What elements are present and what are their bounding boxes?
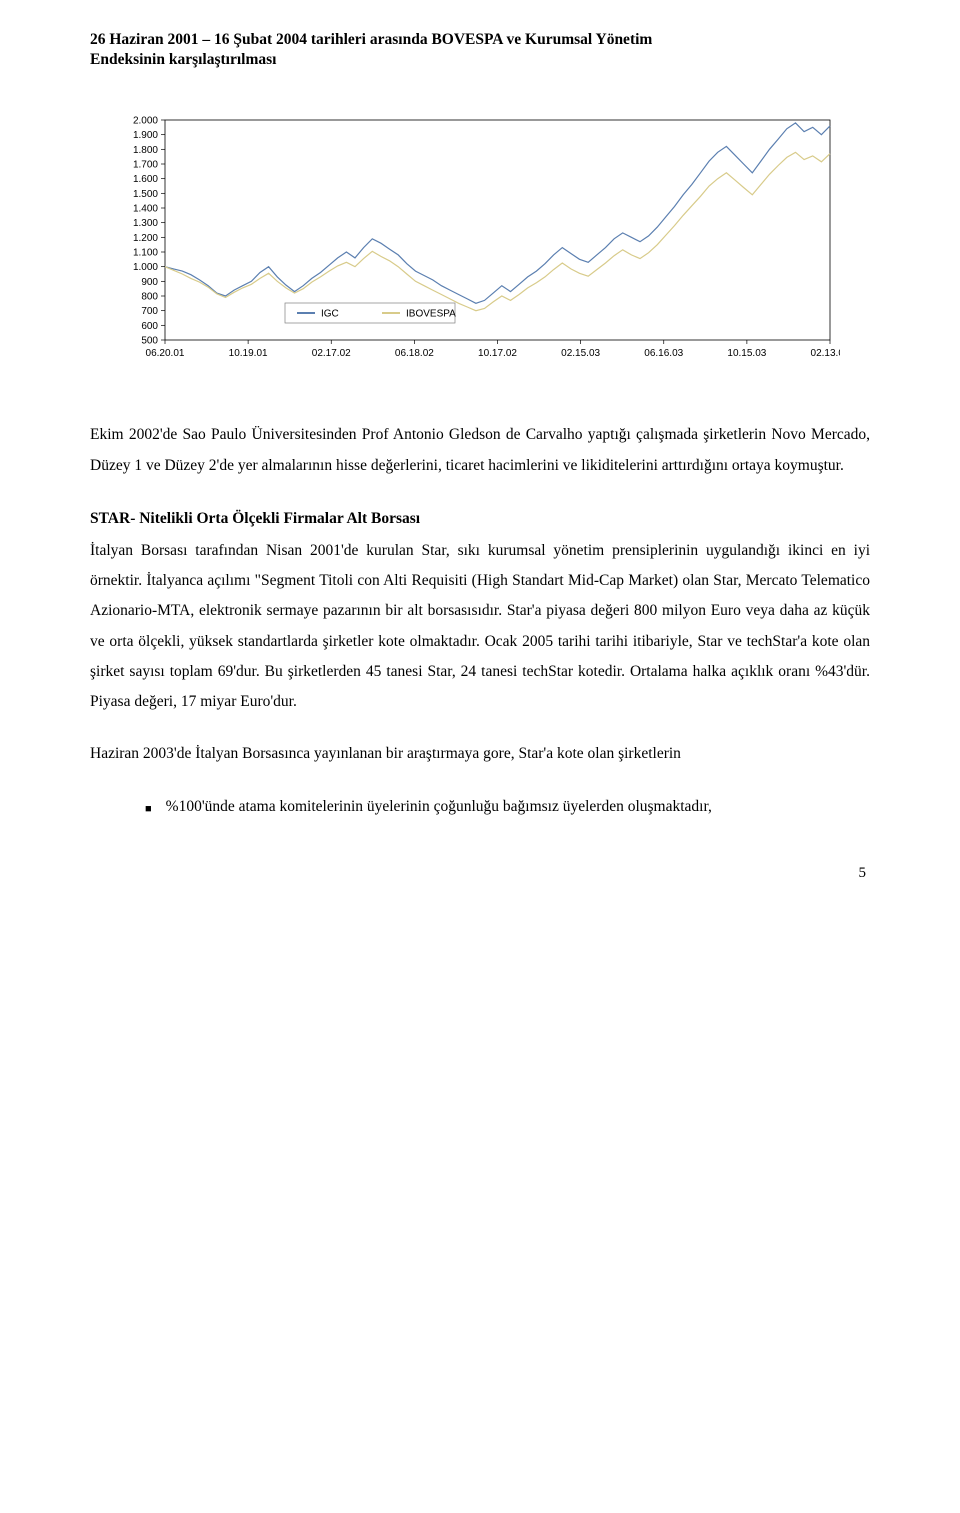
svg-text:06.18.02: 06.18.02 [395,348,434,359]
svg-text:1.200: 1.200 [133,233,158,244]
svg-text:600: 600 [141,321,158,332]
svg-text:500: 500 [141,336,158,347]
bullet-item-1: ■ %100'ünde atama komitelerinin üyelerin… [145,792,870,822]
svg-text:1.300: 1.300 [133,218,158,229]
bullet-icon: ■ [145,792,152,822]
paragraph-2: İtalyan Borsası tarafından Nisan 2001'de… [90,536,870,717]
svg-text:02.17.02: 02.17.02 [312,348,351,359]
svg-text:1.000: 1.000 [133,262,158,273]
svg-text:900: 900 [141,277,158,288]
svg-text:10.17.02: 10.17.02 [478,348,517,359]
svg-text:06.16.03: 06.16.03 [644,348,683,359]
svg-text:1.900: 1.900 [133,130,158,141]
svg-text:IBOVESPA: IBOVESPA [406,309,456,320]
svg-text:1.700: 1.700 [133,160,158,171]
svg-text:10.19.01: 10.19.01 [229,348,268,359]
paragraph-3: Haziran 2003'de İtalyan Borsasınca yayın… [90,739,870,769]
svg-text:10.15.03: 10.15.03 [727,348,766,359]
svg-text:02.13.04: 02.13.04 [811,348,840,359]
comparison-chart: 2.000 1.900 1.800 1.700 1.600 1.500 1.400 1.300… [120,110,840,370]
bullet-text-1: %100'ünde atama komitelerinin üyelerinin… [166,792,870,822]
svg-text:1.800: 1.800 [133,145,158,156]
page-title: 26 Haziran 2001 – 16 Şubat 2004 tarihler… [90,30,870,70]
svg-text:700: 700 [141,306,158,317]
page-number: 5 [90,862,870,885]
svg-text:IGC: IGC [321,309,339,320]
section-heading: STAR- Nitelikli Orta Ölçekli Firmalar Al… [90,507,870,530]
svg-text:06.20.01: 06.20.01 [146,348,185,359]
svg-text:1.500: 1.500 [133,189,158,200]
title-line-1: 26 Haziran 2001 – 16 Şubat 2004 tarihler… [90,31,652,48]
svg-text:1.600: 1.600 [133,174,158,185]
chart-svg: 2.000 1.900 1.800 1.700 1.600 1.500 1.400 1.300… [120,110,840,370]
body-text: Ekim 2002'de Sao Paulo Üniversitesinden … [90,420,870,821]
title-line-2: Endeksinin karşılaştırılması [90,51,276,68]
paragraph-1: Ekim 2002'de Sao Paulo Üniversitesinden … [90,420,870,480]
svg-text:1.100: 1.100 [133,248,158,259]
svg-text:1.400: 1.400 [133,204,158,215]
svg-text:2.000: 2.000 [133,116,158,127]
svg-text:02.15.03: 02.15.03 [561,348,600,359]
svg-text:800: 800 [141,292,158,303]
